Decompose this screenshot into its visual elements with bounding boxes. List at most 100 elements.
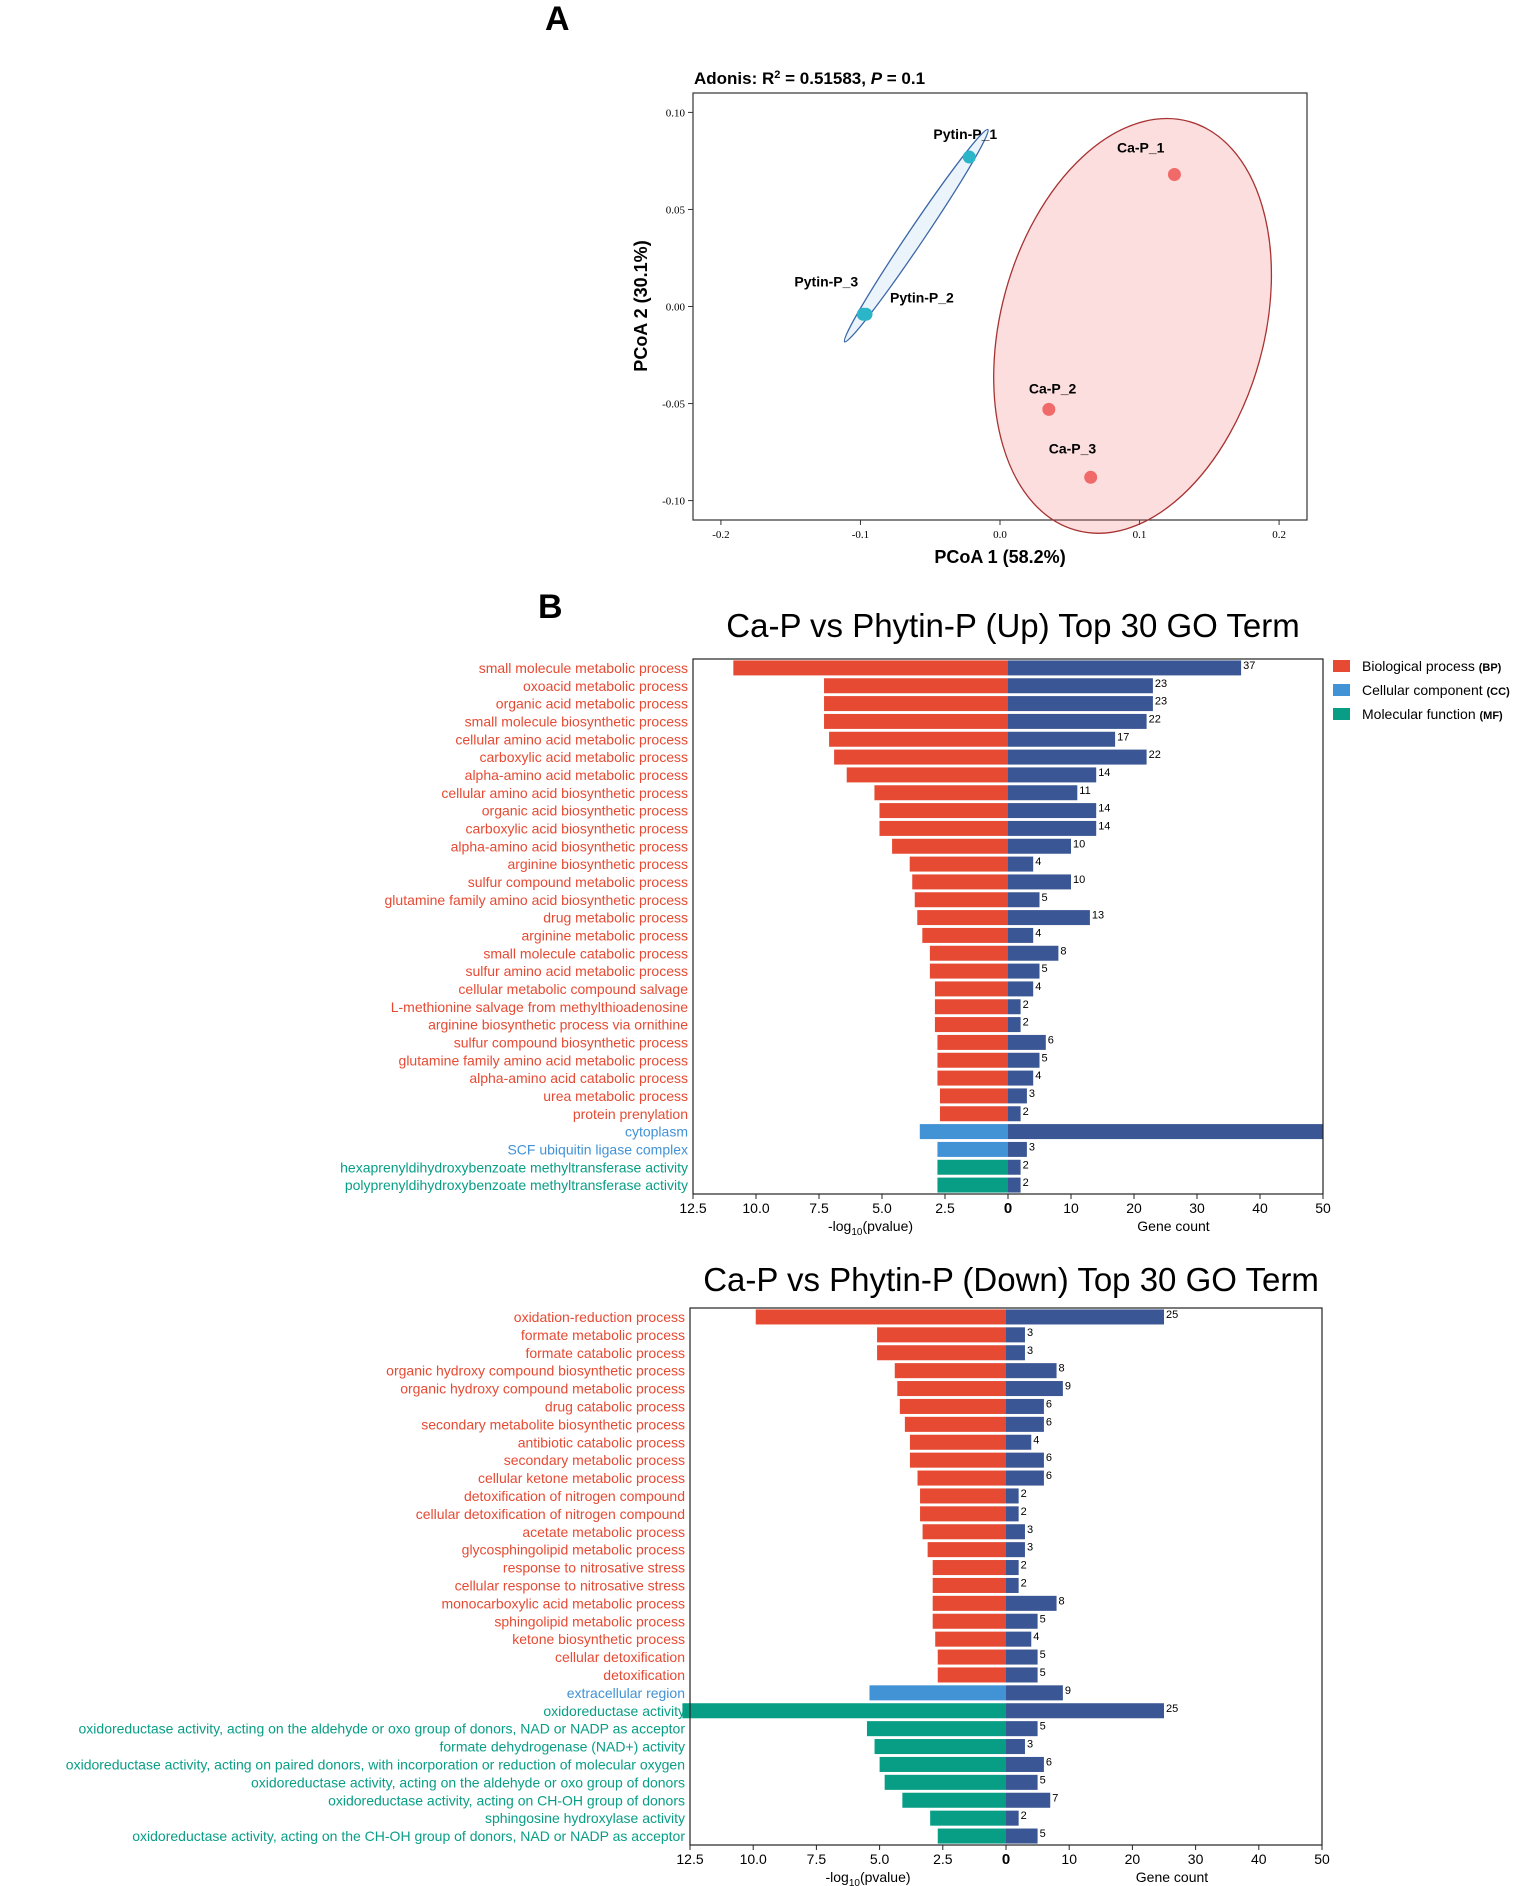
go-logp-bar <box>904 1416 1006 1432</box>
go-count-bar <box>1006 1595 1057 1611</box>
go-logp-bar <box>912 874 1008 890</box>
go-logp-bar <box>733 660 1008 676</box>
go-count-bar <box>1008 927 1034 943</box>
go-logp-bar <box>829 731 1008 747</box>
go-logp-bar <box>932 1613 1006 1629</box>
go-term-label: secondary metabolite biosynthetic proces… <box>421 1416 685 1432</box>
go-count-bar <box>1006 1756 1044 1772</box>
go-count-label: 25 <box>1166 1703 1178 1715</box>
go-term-label: detoxification of nitrogen compound <box>464 1488 685 1504</box>
go-count-label: 9 <box>1065 1381 1071 1393</box>
go-term-label: sphingosine hydroxylase activity <box>485 1810 685 1826</box>
go-term-label: oxidoreductase activity <box>543 1703 685 1719</box>
go-logp-bar <box>937 1177 1008 1193</box>
go-term-label: cellular detoxification <box>555 1649 685 1665</box>
pcoa-point-label: Ca-P_1 <box>1117 140 1165 156</box>
go-term-label: organic hydroxy compound metabolic proce… <box>400 1381 685 1397</box>
go-term-label: cellular amino acid metabolic process <box>455 731 688 747</box>
pcoa-y-tick-label: -0.05 <box>662 399 685 411</box>
go-count-label: 6 <box>1046 1470 1052 1482</box>
go-count-bar <box>1006 1774 1038 1790</box>
go-logp-bar <box>866 1721 1006 1737</box>
go-logp-bar <box>935 1631 1006 1647</box>
go-count-label: 10 <box>1073 838 1085 850</box>
go-logp-bar <box>932 1577 1006 1593</box>
go-count-bar <box>1006 1345 1025 1361</box>
go-right-tick-label: 20 <box>1126 1200 1142 1216</box>
go-count-label: 9 <box>1065 1685 1071 1697</box>
go-term-label: glutamine family amino acid biosynthetic… <box>385 892 688 908</box>
go-logp-bar <box>834 749 1008 765</box>
go-count-bar <box>1006 1398 1044 1414</box>
go-count-bar <box>1008 767 1097 783</box>
go-logp-bar <box>939 1088 1008 1104</box>
go-count-bar <box>1008 838 1071 854</box>
pcoa-x-axis-label: PCoA 1 (58.2%) <box>934 547 1065 567</box>
go-count-bar <box>1006 1739 1025 1755</box>
go-term-label: drug metabolic process <box>543 910 688 926</box>
go-count-label: 4 <box>1035 856 1041 868</box>
go-left-tick-label: 7.5 <box>807 1851 827 1867</box>
go-term-label: small molecule metabolic process <box>479 660 688 676</box>
go-logp-bar <box>892 838 1008 854</box>
go-logp-bar <box>914 892 1008 908</box>
go-count-bar <box>1006 1363 1057 1379</box>
go-right-tick-label: 50 <box>1315 1200 1331 1216</box>
go-logp-bar <box>937 1052 1008 1068</box>
go-count-label: 3 <box>1029 1088 1035 1100</box>
go-term-label: L-methionine salvage from methylthioaden… <box>391 999 688 1015</box>
go-term-label: cellular response to nitrosative stress <box>455 1577 685 1593</box>
go-count-label: 5 <box>1040 1649 1046 1661</box>
go-term-label: formate metabolic process <box>521 1327 685 1343</box>
go-term-label: carboxylic acid biosynthetic process <box>465 820 688 836</box>
go-term-label: protein prenylation <box>573 1106 688 1122</box>
go-count-label: 22 <box>1149 713 1161 725</box>
go-logp-bar <box>877 1327 1006 1343</box>
go-logp-bar <box>917 1470 1006 1486</box>
go-logp-bar <box>884 1774 1006 1790</box>
go-count-bar <box>1008 910 1090 926</box>
go-logp-bar <box>937 1828 1006 1844</box>
go-term-label: cellular amino acid biosynthetic process <box>441 785 688 801</box>
go-left-tick-label: 5.0 <box>870 1851 890 1867</box>
go-count-label: 2 <box>1023 1017 1029 1029</box>
legend-label: Cellular component (CC) <box>1362 682 1510 698</box>
go-count-bar <box>1008 1088 1027 1104</box>
pcoa-x-tick-label: -0.2 <box>712 529 729 541</box>
pcoa-panel: A Adonis: R2 = 0.51583, P = 0.1 -0.2 -0.1… <box>545 0 1308 567</box>
go-right-tick-label: 20 <box>1125 1851 1141 1867</box>
pcoa-x-tick-label: 0.1 <box>1133 529 1147 541</box>
go-logp-bar <box>879 803 1008 819</box>
go-count-label: 8 <box>1059 1363 1065 1375</box>
go-logp-bar <box>824 696 1008 712</box>
go-logp-bar <box>937 1070 1008 1086</box>
go-right-tick-label: 30 <box>1188 1851 1204 1867</box>
go-logp-bar <box>934 999 1008 1015</box>
go-count-label: 7 <box>1052 1792 1058 1804</box>
go-count-bar <box>1008 963 1040 979</box>
go-logp-bar <box>932 1595 1006 1611</box>
go-term-label: sulfur compound metabolic process <box>468 874 688 890</box>
go-count-label: 2 <box>1023 999 1029 1011</box>
go-term-label: cytoplasm <box>625 1124 688 1140</box>
go-logp-bar <box>922 1524 1006 1540</box>
legend-swatch <box>1333 660 1350 672</box>
pcoa-x-tick-label: 0.2 <box>1272 529 1286 541</box>
go-count-label: 11 <box>1079 785 1090 797</box>
go-count-label: 14 <box>1098 767 1110 779</box>
go-count-label: 4 <box>1035 1070 1041 1082</box>
go-left-tick-label: 12.5 <box>676 1851 703 1867</box>
pcoa-title: Adonis: R2 = 0.51583, P = 0.1 <box>694 69 925 88</box>
go-zero-tick-label: 0 <box>1002 1851 1010 1868</box>
go-chart-up: Ca-P vs Phytin-P (Up) Top 30 GO Term 37 sm… <box>340 607 1331 1238</box>
pcoa-y-tick-label: 0.05 <box>666 204 686 216</box>
go-count-label: 5 <box>1040 1721 1046 1733</box>
go-term-label: arginine metabolic process <box>521 927 688 943</box>
go-logp-bar <box>846 767 1008 783</box>
go-count-bar <box>1006 1327 1025 1343</box>
go-count-label: 25 <box>1166 1309 1178 1321</box>
go-count-bar <box>1008 856 1034 872</box>
go-term-label: detoxification <box>603 1667 685 1683</box>
go-count-bar <box>1008 749 1147 765</box>
pcoa-point <box>856 307 870 321</box>
